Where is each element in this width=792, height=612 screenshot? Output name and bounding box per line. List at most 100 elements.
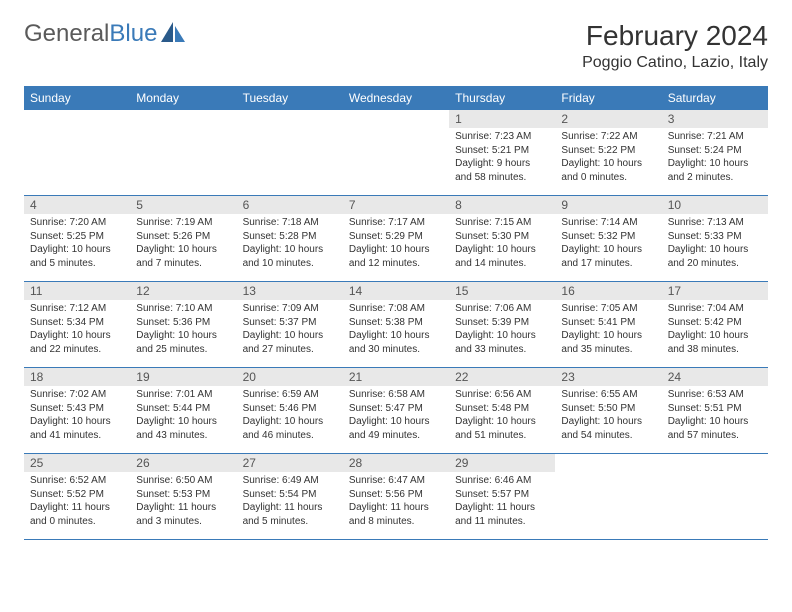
calendar-row: 11Sunrise: 7:12 AMSunset: 5:34 PMDayligh… bbox=[24, 282, 768, 368]
day-body: Sunrise: 7:10 AMSunset: 5:36 PMDaylight:… bbox=[130, 300, 236, 360]
day-number: 23 bbox=[555, 368, 661, 386]
sunrise-line: Sunrise: 7:09 AM bbox=[243, 302, 337, 316]
daylight-line: Daylight: 10 hours and 38 minutes. bbox=[668, 329, 762, 356]
calendar-row: 25Sunrise: 6:52 AMSunset: 5:52 PMDayligh… bbox=[24, 454, 768, 540]
calendar-cell: 11Sunrise: 7:12 AMSunset: 5:34 PMDayligh… bbox=[24, 282, 130, 368]
day-number: 1 bbox=[449, 110, 555, 128]
logo-word-2: Blue bbox=[109, 20, 157, 47]
daylight-line: Daylight: 10 hours and 27 minutes. bbox=[243, 329, 337, 356]
sunset-line: Sunset: 5:28 PM bbox=[243, 230, 337, 244]
day-number: 5 bbox=[130, 196, 236, 214]
daylight-line: Daylight: 10 hours and 7 minutes. bbox=[136, 243, 230, 270]
sunrise-line: Sunrise: 6:47 AM bbox=[349, 474, 443, 488]
daylight-line: Daylight: 11 hours and 0 minutes. bbox=[30, 501, 124, 528]
daylight-line: Daylight: 10 hours and 51 minutes. bbox=[455, 415, 549, 442]
day-body: Sunrise: 6:46 AMSunset: 5:57 PMDaylight:… bbox=[449, 472, 555, 532]
weekday-header: Friday bbox=[555, 87, 661, 110]
sunrise-line: Sunrise: 7:22 AM bbox=[561, 130, 655, 144]
sunrise-line: Sunrise: 6:50 AM bbox=[136, 474, 230, 488]
day-body: Sunrise: 6:47 AMSunset: 5:56 PMDaylight:… bbox=[343, 472, 449, 532]
calendar-cell: 18Sunrise: 7:02 AMSunset: 5:43 PMDayligh… bbox=[24, 368, 130, 454]
weekday-header: Thursday bbox=[449, 87, 555, 110]
calendar-cell: 12Sunrise: 7:10 AMSunset: 5:36 PMDayligh… bbox=[130, 282, 236, 368]
sunrise-line: Sunrise: 6:56 AM bbox=[455, 388, 549, 402]
calendar-cell: 21Sunrise: 6:58 AMSunset: 5:47 PMDayligh… bbox=[343, 368, 449, 454]
day-number: 2 bbox=[555, 110, 661, 128]
daylight-line: Daylight: 10 hours and 12 minutes. bbox=[349, 243, 443, 270]
calendar-cell: 19Sunrise: 7:01 AMSunset: 5:44 PMDayligh… bbox=[130, 368, 236, 454]
daylight-line: Daylight: 10 hours and 33 minutes. bbox=[455, 329, 549, 356]
sunset-line: Sunset: 5:43 PM bbox=[30, 402, 124, 416]
day-body: Sunrise: 7:06 AMSunset: 5:39 PMDaylight:… bbox=[449, 300, 555, 360]
sunset-line: Sunset: 5:34 PM bbox=[30, 316, 124, 330]
day-number: 8 bbox=[449, 196, 555, 214]
daylight-line: Daylight: 9 hours and 58 minutes. bbox=[455, 157, 549, 184]
sunrise-line: Sunrise: 6:53 AM bbox=[668, 388, 762, 402]
sunset-line: Sunset: 5:41 PM bbox=[561, 316, 655, 330]
day-number: 25 bbox=[24, 454, 130, 472]
calendar-row: 18Sunrise: 7:02 AMSunset: 5:43 PMDayligh… bbox=[24, 368, 768, 454]
day-number: 10 bbox=[662, 196, 768, 214]
sunset-line: Sunset: 5:26 PM bbox=[136, 230, 230, 244]
calendar-cell: 15Sunrise: 7:06 AMSunset: 5:39 PMDayligh… bbox=[449, 282, 555, 368]
daylight-line: Daylight: 10 hours and 57 minutes. bbox=[668, 415, 762, 442]
calendar-cell: 29Sunrise: 6:46 AMSunset: 5:57 PMDayligh… bbox=[449, 454, 555, 540]
sunrise-line: Sunrise: 7:14 AM bbox=[561, 216, 655, 230]
daylight-line: Daylight: 10 hours and 46 minutes. bbox=[243, 415, 337, 442]
daylight-line: Daylight: 10 hours and 17 minutes. bbox=[561, 243, 655, 270]
day-number: 13 bbox=[237, 282, 343, 300]
sunrise-line: Sunrise: 7:17 AM bbox=[349, 216, 443, 230]
daylight-line: Daylight: 10 hours and 30 minutes. bbox=[349, 329, 443, 356]
day-body: Sunrise: 6:49 AMSunset: 5:54 PMDaylight:… bbox=[237, 472, 343, 532]
calendar-cell: 16Sunrise: 7:05 AMSunset: 5:41 PMDayligh… bbox=[555, 282, 661, 368]
logo-word-1: General bbox=[24, 20, 109, 47]
day-body: Sunrise: 6:55 AMSunset: 5:50 PMDaylight:… bbox=[555, 386, 661, 446]
logo-sail-icon bbox=[161, 22, 187, 47]
day-body: Sunrise: 6:59 AMSunset: 5:46 PMDaylight:… bbox=[237, 386, 343, 446]
sunset-line: Sunset: 5:46 PM bbox=[243, 402, 337, 416]
daylight-line: Daylight: 10 hours and 41 minutes. bbox=[30, 415, 124, 442]
title-block: February 2024 Poggio Catino, Lazio, Ital… bbox=[582, 20, 768, 72]
sunrise-line: Sunrise: 7:01 AM bbox=[136, 388, 230, 402]
sunset-line: Sunset: 5:52 PM bbox=[30, 488, 124, 502]
sunset-line: Sunset: 5:47 PM bbox=[349, 402, 443, 416]
day-number: 22 bbox=[449, 368, 555, 386]
daylight-line: Daylight: 10 hours and 43 minutes. bbox=[136, 415, 230, 442]
calendar-cell: .. bbox=[662, 454, 768, 540]
daylight-line: Daylight: 10 hours and 10 minutes. bbox=[243, 243, 337, 270]
sunset-line: Sunset: 5:50 PM bbox=[561, 402, 655, 416]
day-body: Sunrise: 6:52 AMSunset: 5:52 PMDaylight:… bbox=[24, 472, 130, 532]
sunset-line: Sunset: 5:42 PM bbox=[668, 316, 762, 330]
day-body: Sunrise: 6:53 AMSunset: 5:51 PMDaylight:… bbox=[662, 386, 768, 446]
calendar-cell: 22Sunrise: 6:56 AMSunset: 5:48 PMDayligh… bbox=[449, 368, 555, 454]
sunset-line: Sunset: 5:32 PM bbox=[561, 230, 655, 244]
day-body: Sunrise: 7:18 AMSunset: 5:28 PMDaylight:… bbox=[237, 214, 343, 274]
sunset-line: Sunset: 5:57 PM bbox=[455, 488, 549, 502]
day-body: Sunrise: 7:09 AMSunset: 5:37 PMDaylight:… bbox=[237, 300, 343, 360]
weekday-row: SundayMondayTuesdayWednesdayThursdayFrid… bbox=[24, 87, 768, 110]
sunset-line: Sunset: 5:54 PM bbox=[243, 488, 337, 502]
logo-text: GeneralBlue bbox=[24, 20, 157, 48]
daylight-line: Daylight: 10 hours and 14 minutes. bbox=[455, 243, 549, 270]
daylight-line: Daylight: 10 hours and 2 minutes. bbox=[668, 157, 762, 184]
calendar-cell: 8Sunrise: 7:15 AMSunset: 5:30 PMDaylight… bbox=[449, 196, 555, 282]
sunrise-line: Sunrise: 7:19 AM bbox=[136, 216, 230, 230]
calendar-cell: 7Sunrise: 7:17 AMSunset: 5:29 PMDaylight… bbox=[343, 196, 449, 282]
day-number: 17 bbox=[662, 282, 768, 300]
calendar-cell: .. bbox=[343, 110, 449, 196]
sunset-line: Sunset: 5:53 PM bbox=[136, 488, 230, 502]
sunrise-line: Sunrise: 7:05 AM bbox=[561, 302, 655, 316]
calendar-cell: 27Sunrise: 6:49 AMSunset: 5:54 PMDayligh… bbox=[237, 454, 343, 540]
daylight-line: Daylight: 10 hours and 35 minutes. bbox=[561, 329, 655, 356]
sunrise-line: Sunrise: 7:08 AM bbox=[349, 302, 443, 316]
weekday-header: Monday bbox=[130, 87, 236, 110]
day-body: Sunrise: 7:19 AMSunset: 5:26 PMDaylight:… bbox=[130, 214, 236, 274]
sunset-line: Sunset: 5:37 PM bbox=[243, 316, 337, 330]
day-body: Sunrise: 7:23 AMSunset: 5:21 PMDaylight:… bbox=[449, 128, 555, 188]
daylight-line: Daylight: 10 hours and 5 minutes. bbox=[30, 243, 124, 270]
day-number: 7 bbox=[343, 196, 449, 214]
sunrise-line: Sunrise: 7:04 AM bbox=[668, 302, 762, 316]
calendar-cell: .. bbox=[130, 110, 236, 196]
sunset-line: Sunset: 5:21 PM bbox=[455, 144, 549, 158]
day-number: 20 bbox=[237, 368, 343, 386]
